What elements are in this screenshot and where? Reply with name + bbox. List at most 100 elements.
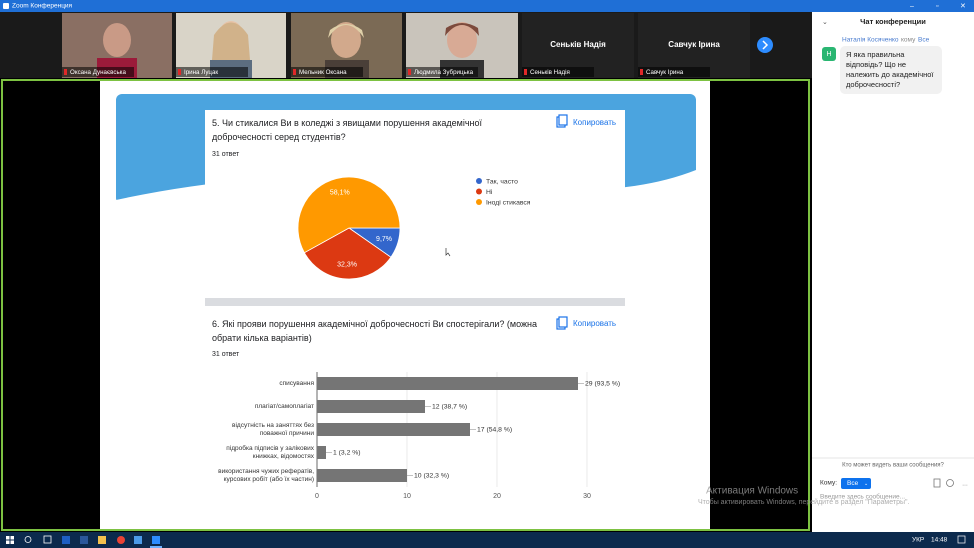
bar-category-label: використання чужих рефератів, курсових р… — [218, 467, 314, 483]
avatar — [822, 47, 836, 61]
avatar-letter: Н — [826, 51, 831, 58]
copy-icon[interactable] — [556, 114, 568, 128]
bar-value-label: 10 (32,3 %) — [414, 472, 449, 479]
search-icon[interactable] — [24, 536, 32, 543]
message-text: Я яка правильна відповідь? Що не належит… — [846, 50, 934, 89]
bar-category-label: плагіат/самоплагіат — [254, 402, 314, 410]
slice-label: 58,1% — [330, 189, 350, 196]
app-icon[interactable] — [80, 536, 88, 544]
x-tick-label: 30 — [583, 493, 591, 500]
legend-label: Іноді стикався — [486, 198, 531, 206]
close-button[interactable]: ✕ — [960, 3, 966, 10]
taskview-icon[interactable] — [43, 535, 52, 544]
copy-button[interactable]: Копировать — [573, 118, 616, 127]
language[interactable]: УКР — [912, 537, 924, 544]
bar-category-label: відсутність на заняттях без поважної при… — [232, 421, 314, 437]
legend-label: Ні — [486, 188, 493, 196]
bar — [317, 446, 326, 459]
name-label: Ірина Луцак — [184, 69, 218, 76]
legend-label: Так, часто — [486, 178, 518, 185]
share-border — [1, 79, 810, 531]
chat-panel — [812, 12, 974, 532]
tile-name: Сеньків Надія — [550, 40, 606, 49]
copy-button[interactable]: Копировать — [573, 319, 616, 328]
notification-icon[interactable] — [957, 535, 966, 544]
mic-muted-icon — [640, 69, 643, 75]
copy-icon[interactable] — [556, 316, 568, 330]
mic-muted-icon — [293, 69, 296, 75]
to-word: кому — [901, 37, 916, 44]
card-divider — [205, 298, 625, 306]
mic-muted-icon — [524, 69, 527, 75]
name-label: Сеньків Надія — [530, 69, 570, 76]
collapse-icon[interactable]: ⌄ — [822, 19, 828, 26]
watermark-text: Чтобы активировать Windows, перейдите в … — [698, 498, 910, 506]
taskbar — [0, 532, 974, 548]
pie-slice — [297, 176, 401, 254]
x-tick-label: 20 — [493, 493, 501, 500]
bar-category-label: списування — [279, 379, 314, 387]
bar — [317, 423, 470, 436]
clock: 14:48 — [931, 537, 948, 544]
card — [205, 110, 625, 300]
recipient: Все — [918, 37, 930, 44]
name-label-bg — [176, 67, 248, 77]
mic-muted-icon — [408, 69, 411, 75]
max-button[interactable]: ▫ — [936, 3, 938, 10]
app-icon[interactable] — [62, 536, 70, 544]
bar — [317, 469, 407, 482]
name-label-bg — [406, 67, 478, 77]
app-icon — [3, 3, 9, 9]
bar-value-label: 12 (38,7 %) — [432, 403, 467, 410]
mic-muted-icon — [64, 69, 67, 75]
legend-swatch — [476, 199, 482, 205]
x-tick-label: 10 — [403, 493, 411, 500]
response-count: 31 ответ — [212, 151, 240, 158]
bar-value-label: 1 (3,2 %) — [333, 449, 361, 456]
window-title: Zoom Конференция — [12, 3, 73, 10]
app-icon[interactable] — [98, 536, 106, 544]
slice-label: 32,3% — [337, 262, 357, 269]
bar-category-label: підробка підписів у залікових книжках, в… — [226, 444, 314, 460]
to-label: Кому: — [820, 480, 837, 487]
visibility-link[interactable]: Кто может видеть ваши сообщения? — [842, 463, 944, 469]
to-dropdown[interactable] — [841, 478, 871, 489]
name-label: Людмила Зубрицька — [414, 69, 474, 76]
legend-swatch — [476, 178, 482, 184]
min-button[interactable]: – — [910, 3, 914, 10]
next-icon — [762, 40, 769, 50]
name-label: Оксана Дунаєвська — [70, 69, 127, 76]
more-icon[interactable]: … — [962, 482, 968, 488]
next-button[interactable] — [757, 37, 773, 53]
dropdown-arrow: ⌄ — [864, 481, 868, 487]
response-count: 31 ответ — [212, 351, 240, 358]
app-icon[interactable] — [117, 536, 125, 544]
bar-value-label: 17 (54,8 %) — [477, 426, 512, 433]
question-title: 5. Чи стикалися Ви в коледжі з явищами п… — [212, 118, 482, 142]
name-label-bg — [62, 67, 134, 77]
to-value: Все — [847, 480, 859, 487]
x-tick-label: 0 — [315, 493, 319, 500]
emoji-icon[interactable] — [946, 479, 954, 487]
cursor — [445, 248, 451, 257]
name-label: Мельник Оксана — [299, 69, 347, 76]
chat-input[interactable]: Введите здесь сообщение... — [820, 493, 905, 501]
message-bubble — [840, 46, 942, 94]
mic-muted-icon — [178, 69, 181, 75]
name-label-bg — [522, 67, 594, 77]
title-bar — [0, 0, 974, 12]
question-title: 6. Які прояви порушення академічної добр… — [212, 319, 538, 343]
active-indicator — [150, 546, 162, 548]
app-icon[interactable] — [152, 536, 160, 544]
bar — [317, 400, 425, 413]
start-button[interactable] — [6, 536, 14, 544]
chat-title: Чат конференции — [860, 17, 926, 26]
name-label-bg — [291, 67, 363, 77]
tile-name: Савчук Ірина — [668, 40, 720, 49]
file-icon[interactable] — [933, 478, 941, 488]
name-label-bg — [638, 67, 710, 77]
name-label: Савчук Ірина — [646, 69, 684, 76]
app-icon[interactable] — [134, 536, 142, 544]
